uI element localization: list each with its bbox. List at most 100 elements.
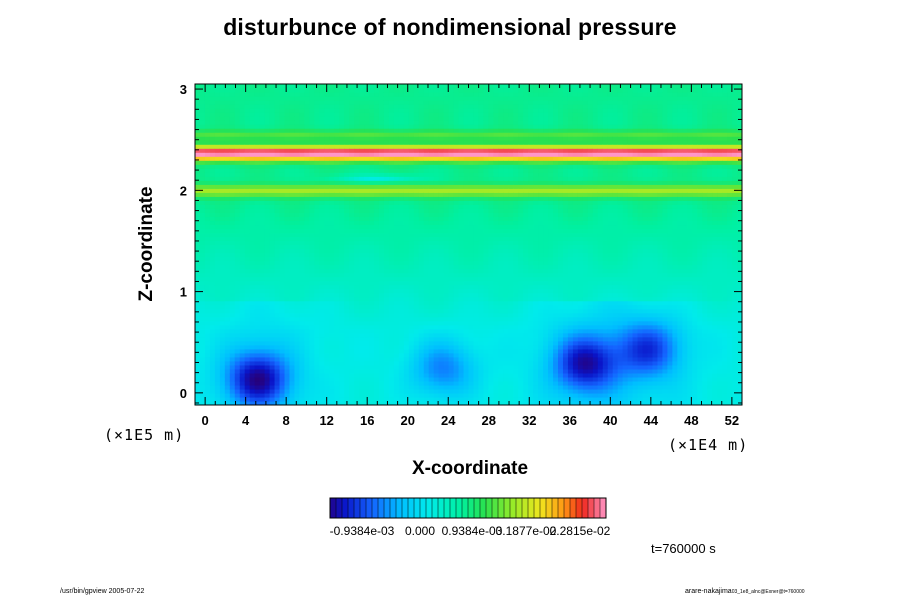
heatmap-cell: [329, 300, 335, 306]
heatmap-cell: [448, 284, 455, 290]
heatmap-cell: [354, 148, 360, 153]
heatmap-cell: [289, 236, 296, 242]
heatmap-cell: [279, 280, 286, 286]
heatmap-cell: [195, 236, 201, 242]
heatmap-cell: [269, 140, 276, 145]
heatmap-cell: [483, 276, 489, 282]
heatmap-cell: [329, 336, 335, 342]
heatmap-cell: [374, 228, 380, 234]
heatmap-cell: [324, 348, 330, 354]
heatmap-cell: [463, 208, 470, 213]
heatmap-cell: [249, 388, 256, 394]
heatmap-cell: [344, 344, 350, 350]
heatmap-cell: [488, 312, 494, 318]
heatmap-cell: [244, 328, 251, 334]
heatmap-cell: [468, 288, 475, 294]
heatmap-cell: [269, 328, 276, 334]
heatmap-cell: [453, 184, 460, 189]
heatmap-cell: [493, 108, 499, 113]
heatmap-cell: [324, 116, 330, 121]
heatmap-cell: [503, 272, 509, 278]
heatmap-cell: [458, 312, 465, 318]
heatmap-cell: [209, 304, 216, 310]
heatmap-cell: [433, 288, 440, 294]
heatmap-cell: [214, 332, 221, 338]
heatmap-cell: [334, 316, 340, 322]
heatmap-cell: [319, 364, 325, 370]
heatmap-cell: [374, 288, 380, 294]
heatmap-cell: [398, 200, 405, 205]
heatmap-cell: [423, 396, 430, 402]
heatmap-cell: [334, 232, 340, 238]
heatmap-cell: [498, 360, 504, 366]
heatmap-cell: [249, 324, 256, 330]
heatmap-cell: [269, 212, 276, 218]
heatmap-cell: [209, 116, 216, 121]
heatmap-cell: [488, 340, 494, 346]
heatmap-cell: [483, 376, 489, 382]
heatmap-cell: [195, 292, 201, 298]
heatmap-cell: [234, 116, 241, 121]
heatmap-cell: [249, 400, 256, 405]
heatmap-cell: [493, 372, 499, 378]
heatmap-cell: [349, 376, 355, 382]
heatmap-cell: [463, 340, 470, 346]
heatmap-cell: [324, 100, 330, 105]
heatmap-cell: [195, 368, 201, 374]
heatmap-cell: [359, 260, 365, 266]
heatmap-cell: [224, 288, 231, 294]
heatmap-cell: [334, 396, 340, 402]
heatmap-cell: [369, 88, 375, 93]
heatmap-cell: [314, 160, 320, 165]
heatmap-cell: [398, 296, 405, 302]
heatmap-cell: [209, 268, 216, 274]
heatmap-cell: [259, 300, 266, 306]
heatmap-cell: [209, 284, 216, 290]
heatmap-cell: [498, 224, 504, 230]
heatmap-cell: [294, 192, 301, 197]
heatmap-cell: [398, 392, 405, 398]
heatmap-cell: [423, 216, 430, 222]
heatmap-cell: [428, 140, 435, 145]
heatmap-cell: [463, 164, 470, 169]
heatmap-cell: [463, 368, 470, 374]
heatmap-cell: [473, 88, 480, 93]
heatmap-cell: [209, 264, 216, 270]
heatmap-cell: [239, 180, 246, 185]
heatmap-cell: [403, 256, 410, 262]
heatmap-cell: [284, 356, 291, 362]
heatmap-cell: [369, 92, 375, 97]
heatmap-cell: [314, 364, 320, 370]
heatmap-cell: [428, 200, 435, 205]
heatmap-cell: [224, 368, 231, 374]
heatmap-cell: [438, 132, 445, 137]
heatmap-cell: [229, 368, 236, 374]
heatmap-cell: [388, 164, 395, 169]
heatmap-cell: [219, 328, 226, 334]
heatmap-cell: [458, 208, 465, 213]
heatmap-cell: [408, 336, 415, 342]
heatmap-cell: [378, 240, 385, 246]
heatmap-cell: [304, 204, 310, 209]
heatmap-cell: [284, 280, 291, 286]
heatmap-cell: [458, 304, 465, 310]
heatmap-cell: [478, 148, 485, 153]
heatmap-cell: [219, 284, 226, 290]
heatmap-cell: [493, 304, 499, 310]
heatmap-cell: [478, 140, 485, 145]
heatmap-cell: [274, 240, 281, 246]
heatmap-cell: [329, 308, 335, 314]
heatmap-cell: [334, 104, 340, 109]
heatmap-cell: [503, 256, 509, 262]
heatmap-cell: [423, 324, 430, 330]
heatmap-cell: [498, 252, 504, 258]
heatmap-cell: [413, 172, 420, 177]
heatmap-cell: [369, 264, 375, 270]
heatmap-cell: [354, 248, 360, 254]
heatmap-cell: [219, 164, 226, 169]
heatmap-cell: [493, 312, 499, 318]
heatmap-cell: [334, 332, 340, 338]
heatmap-cell: [433, 88, 440, 93]
heatmap-cell: [199, 212, 206, 218]
heatmap-cell: [344, 316, 350, 322]
